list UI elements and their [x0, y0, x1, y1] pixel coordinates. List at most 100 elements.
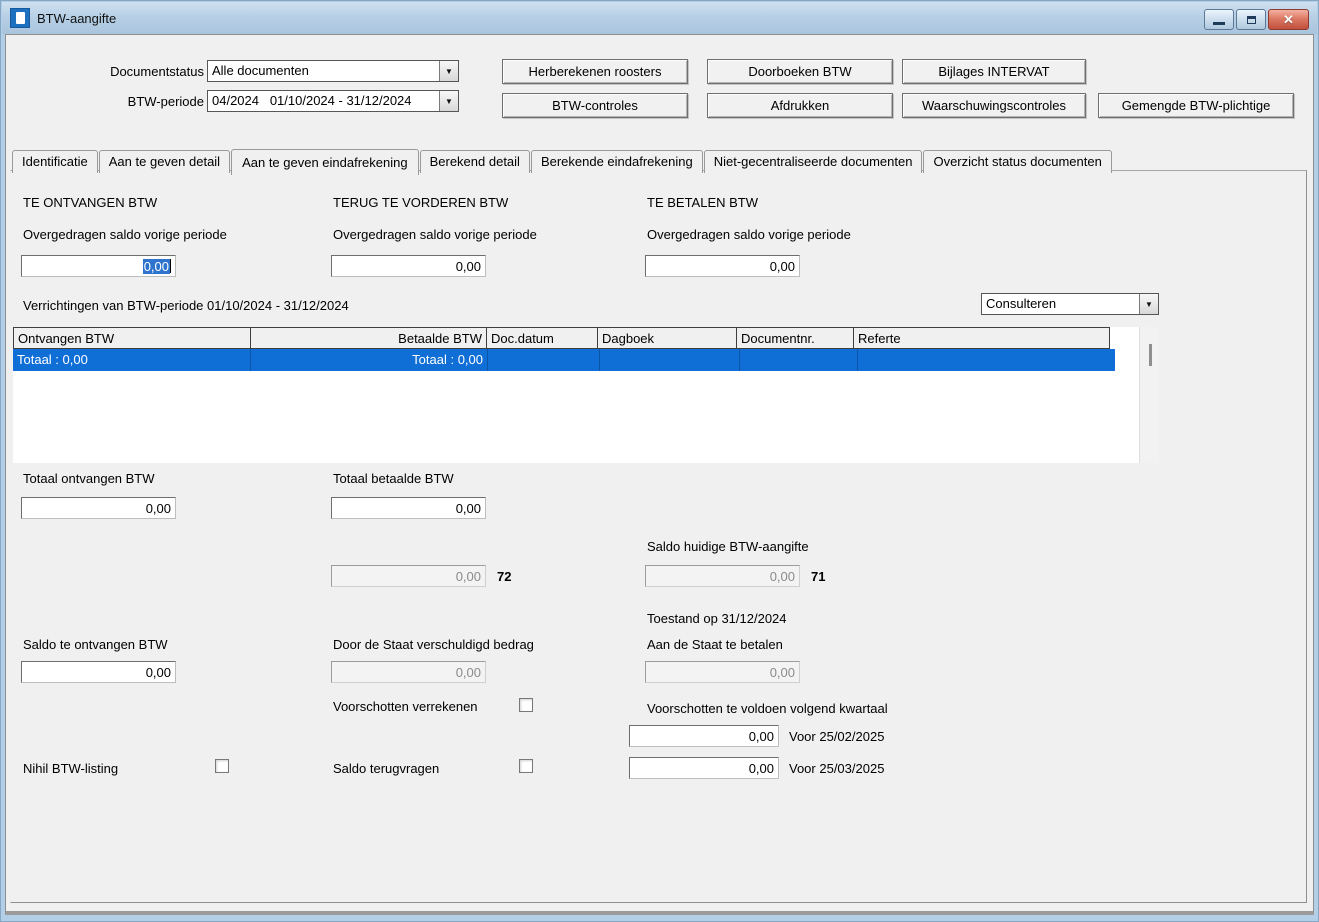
document-status-select[interactable]: Alle documenten ▼ [207, 60, 459, 82]
window-controls: ✕ [1204, 9, 1309, 30]
tab-overzicht-status-documenten[interactable]: Overzicht status documenten [923, 150, 1112, 173]
dagboek-cell [600, 349, 740, 371]
close-button[interactable]: ✕ [1268, 9, 1309, 30]
tab-page-eindafrekening: TE ONTVANGEN BTW TERUG TE VORDEREN BTW T… [10, 170, 1307, 903]
te-betalen-btw-title: TE BETALEN BTW [647, 195, 758, 210]
voorschot-1-field[interactable]: 0,00 [629, 725, 779, 747]
doc-datum-cell [488, 349, 600, 371]
document-status-dropdown-button[interactable]: ▼ [439, 61, 458, 81]
saldo-te-ontvangen-label: Saldo te ontvangen BTW [23, 637, 168, 652]
tab-identificatie[interactable]: Identificatie [12, 150, 98, 173]
referte-cell [858, 349, 1115, 371]
document-icon [10, 8, 30, 28]
nihil-btw-listing-label: Nihil BTW-listing [23, 761, 119, 776]
column-header-documentnr[interactable]: Documentnr. [736, 327, 854, 349]
mode-value: Consulteren [986, 296, 1057, 311]
column-header-dagboek[interactable]: Dagboek [597, 327, 737, 349]
overgedragen-terug-te-vorderen-field[interactable]: 0,00 [331, 255, 486, 277]
grid-vertical-scrollbar[interactable] [1139, 327, 1159, 463]
field-value: 0,00 [455, 568, 481, 584]
page-glyph [15, 12, 25, 24]
voorschot-2-field[interactable]: 0,00 [629, 757, 779, 779]
close-icon: ✕ [1283, 12, 1294, 27]
chevron-down-icon: ▼ [445, 66, 453, 76]
btw-periode-label: BTW-periode [127, 94, 204, 109]
voorschotten-verrekenen-label: Voorschotten verrekenen [333, 699, 478, 714]
title-bar[interactable]: BTW-aangifte ✕ [2, 2, 1317, 34]
te-ontvangen-btw-title: TE ONTVANGEN BTW [23, 195, 158, 210]
chevron-down-icon: ▼ [445, 96, 453, 106]
herberekenen-roosters-button[interactable]: Herberekenen roosters [502, 59, 688, 84]
client-area: Documentstatus Alle documenten ▼ BTW-per… [5, 34, 1314, 915]
column-header-betaalde-btw[interactable]: Betaalde BTW [250, 327, 487, 349]
field-value: 0,00 [769, 258, 795, 274]
rooster-72-field: 0,00 [331, 565, 486, 587]
restore-button[interactable] [1236, 9, 1266, 30]
document-status-value: Alle documenten [212, 63, 309, 78]
gemengde-btw-plichtige-button[interactable]: Gemengde BTW-plichtige [1098, 93, 1294, 118]
door-de-staat-field: 0,00 [331, 661, 486, 683]
voorschotten-te-voldoen-label: Voorschotten te voldoen volgend kwartaal [647, 701, 888, 716]
saldo-terugvragen-label: Saldo terugvragen [333, 761, 440, 776]
verrichtingen-grid: Ontvangen BTW Betaalde BTW Doc.datum Dag… [13, 327, 1139, 463]
tab-niet-gecentraliseerde-documenten[interactable]: Niet-gecentraliseerde documenten [703, 150, 923, 173]
minimize-button[interactable] [1204, 9, 1234, 30]
btw-periode-dropdown-button[interactable]: ▼ [439, 91, 458, 111]
voorschot-1-due-label: Voor 25/02/2025 [789, 729, 885, 744]
door-de-staat-label: Door de Staat verschuldigd bedrag [333, 637, 534, 652]
overgedragen-te-ontvangen-field[interactable]: 0,00 [21, 255, 176, 277]
total-betaalde-cell: Totaal : 0,00 [251, 349, 488, 371]
btw-controles-button[interactable]: BTW-controles [502, 93, 688, 118]
column-header-ontvangen-btw[interactable]: Ontvangen BTW [13, 327, 251, 349]
field-value: 0,00 [455, 258, 481, 274]
chevron-down-icon: ▼ [1145, 299, 1153, 309]
minimize-icon [1213, 21, 1225, 25]
rooster-72-code: 72 [497, 569, 512, 584]
tab-berekende-eindafrekening[interactable]: Berekende eindafrekening [530, 150, 703, 173]
text-caret [170, 259, 171, 273]
saldo-te-ontvangen-field[interactable]: 0,00 [21, 661, 176, 683]
field-value: 0,00 [769, 664, 795, 680]
scrollbar-thumb[interactable] [1149, 344, 1152, 366]
mode-select[interactable]: Consulteren ▼ [981, 293, 1159, 315]
window-title: BTW-aangifte [37, 10, 117, 26]
saldo-huidige-field: 0,00 [645, 565, 800, 587]
restore-icon [1246, 15, 1256, 24]
verrichtingen-title: Verrichtingen van BTW-periode 01/10/2024… [23, 298, 349, 313]
aan-de-staat-label: Aan de Staat te betalen [647, 637, 783, 652]
saldo-huidige-label: Saldo huidige BTW-aangifte [647, 539, 809, 554]
totaal-betaalde-label: Totaal betaalde BTW [333, 471, 454, 486]
overgedragen-saldo-label: Overgedragen saldo vorige periode [647, 227, 851, 242]
field-value: 0,00 [769, 568, 795, 584]
documentnr-cell [740, 349, 858, 371]
aan-de-staat-field: 0,00 [645, 661, 800, 683]
afdrukken-button[interactable]: Afdrukken [707, 93, 893, 118]
voorschot-2-due-label: Voor 25/03/2025 [789, 761, 885, 776]
selected-text: 0,00 [142, 258, 170, 274]
toestand-label: Toestand op 31/12/2024 [647, 611, 787, 626]
waarschuwingscontroles-button[interactable]: Waarschuwingscontroles [902, 93, 1086, 118]
field-value: 0,00 [145, 664, 171, 680]
nihil-btw-listing-checkbox[interactable] [215, 759, 229, 773]
btw-periode-select[interactable]: 04/2024 01/10/2024 - 31/12/2024 ▼ [207, 90, 459, 112]
tab-aan-te-geven-detail[interactable]: Aan te geven detail [98, 150, 231, 173]
column-header-referte[interactable]: Referte [853, 327, 1110, 349]
mode-dropdown-button[interactable]: ▼ [1139, 294, 1158, 314]
totaal-betaalde-field[interactable]: 0,00 [331, 497, 486, 519]
voorschotten-verrekenen-checkbox[interactable] [519, 698, 533, 712]
bijlages-intervat-button[interactable]: Bijlages INTERVAT [902, 59, 1086, 84]
total-ontvangen-cell: Totaal : 0,00 [13, 349, 251, 371]
overgedragen-te-betalen-field[interactable]: 0,00 [645, 255, 800, 277]
field-value: 0,00 [455, 664, 481, 680]
terug-te-vorderen-btw-title: TERUG TE VORDEREN BTW [333, 195, 509, 210]
totaal-ontvangen-label: Totaal ontvangen BTW [23, 471, 155, 486]
tab-strip: Identificatie Aan te geven detail Aan te… [12, 146, 1113, 175]
grid-total-row-selected[interactable]: Totaal : 0,00 Totaal : 0,00 [13, 349, 1115, 371]
totaal-ontvangen-field[interactable]: 0,00 [21, 497, 176, 519]
doorboeken-btw-button[interactable]: Doorboeken BTW [707, 59, 893, 84]
tab-aan-te-geven-eindafrekening[interactable]: Aan te geven eindafrekening [231, 149, 419, 175]
column-header-doc-datum[interactable]: Doc.datum [486, 327, 598, 349]
saldo-terugvragen-checkbox[interactable] [519, 759, 533, 773]
tab-berekend-detail[interactable]: Berekend detail [419, 150, 530, 173]
